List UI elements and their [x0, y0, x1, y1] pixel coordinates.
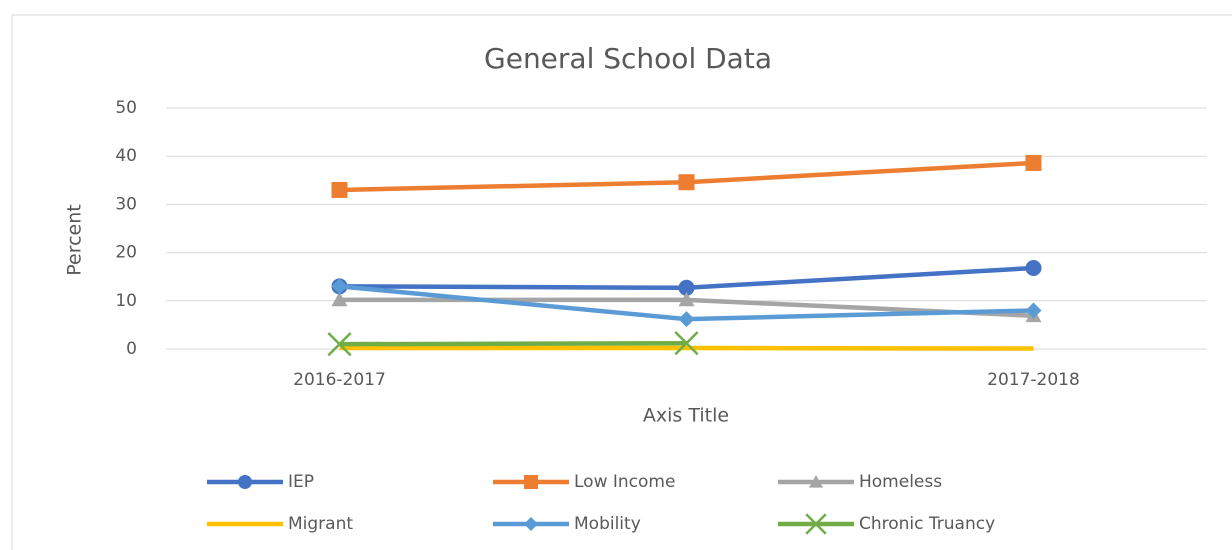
legend-label: Chronic Truancy	[859, 514, 995, 534]
y-tick-label: 0	[126, 339, 137, 359]
marker	[809, 475, 823, 488]
marker	[1025, 260, 1042, 277]
marker	[524, 517, 538, 531]
legend-label: Low Income	[574, 472, 675, 492]
marker	[1025, 302, 1042, 319]
marker	[524, 475, 538, 489]
legend-label: IEP	[288, 472, 314, 492]
marker	[331, 291, 348, 307]
y-tick-label: 30	[115, 194, 137, 214]
marker	[678, 291, 695, 307]
marker	[678, 311, 695, 328]
chart-title: General School Data	[484, 42, 772, 75]
legend-label: Homeless	[859, 472, 942, 492]
x-tick-label: 2017-2018	[987, 370, 1080, 390]
chart-border	[11, 14, 1232, 550]
marker	[327, 332, 352, 357]
marker	[1025, 154, 1042, 171]
series-line	[339, 340, 687, 347]
y-tick-label: 20	[115, 243, 137, 263]
legend-label: Mobility	[574, 514, 641, 534]
x-tick-label: 2016-2017	[293, 370, 386, 390]
marker	[674, 331, 699, 356]
y-axis-title: Percent	[64, 204, 86, 276]
marker	[805, 513, 827, 535]
marker	[331, 181, 348, 198]
marker	[331, 278, 348, 295]
x-axis-title: Axis Title	[643, 405, 729, 427]
marker	[678, 279, 695, 296]
y-tick-label: 10	[115, 291, 137, 311]
marker	[238, 475, 252, 489]
marker	[678, 174, 695, 191]
y-tick-label: 50	[115, 98, 137, 118]
y-tick-label: 40	[115, 146, 137, 166]
legend-label: Migrant	[288, 514, 353, 534]
